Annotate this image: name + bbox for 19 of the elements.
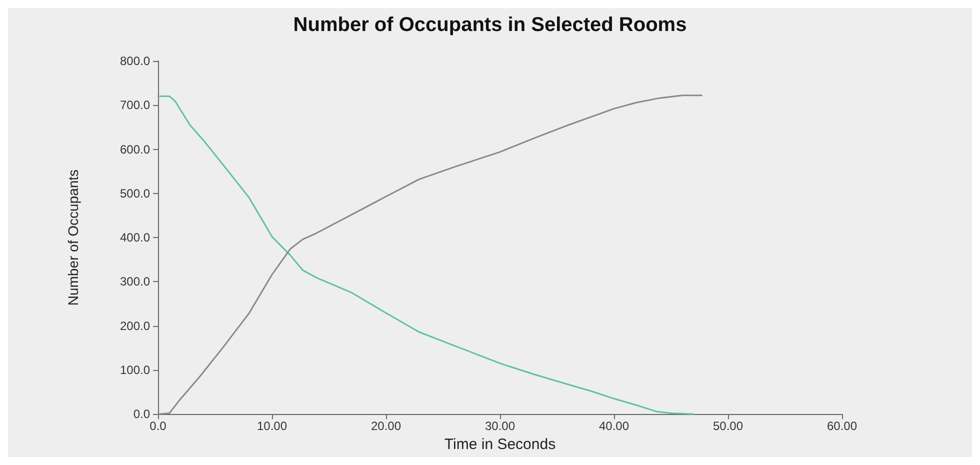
chart-title: Number of Occupants in Selected Rooms: [293, 14, 687, 36]
x-tick-label: 10.00: [256, 419, 288, 434]
x-tick-label: 60.00: [826, 419, 858, 434]
y-tick-label: 200.0: [120, 318, 150, 333]
y-tick-label: 600.0: [120, 142, 150, 156]
y-tick-label: 500.0: [120, 186, 150, 200]
x-tick-label: 30.00: [484, 419, 516, 434]
x-tick-label: 0.0: [150, 419, 167, 434]
x-axis-title: Time in Seconds: [444, 436, 556, 453]
y-tick-label: 800.0: [120, 54, 150, 68]
y-tick-label: 300.0: [120, 274, 150, 289]
x-tick-label: 20.00: [370, 419, 402, 434]
x-tick-label: 50.00: [712, 419, 744, 434]
y-tick-label: 700.0: [120, 98, 150, 112]
y-tick-label: 0.0: [133, 407, 150, 422]
y-axis-title: Number of Occupants: [65, 169, 81, 306]
x-tick-label: 40.00: [598, 419, 630, 434]
y-tick-label: 100.0: [120, 362, 150, 377]
y-tick-label: 400.0: [120, 230, 150, 245]
